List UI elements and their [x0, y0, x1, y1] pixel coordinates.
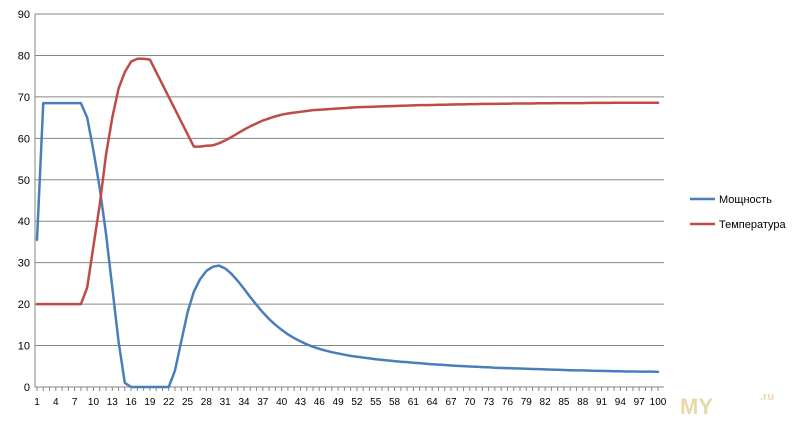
y-tick-label: 0 — [24, 382, 30, 394]
series-line — [35, 57, 660, 306]
x-tick-label: 67 — [445, 397, 457, 408]
x-tick-label: 61 — [408, 397, 420, 408]
x-tick-label: 4 — [53, 397, 59, 408]
legend: Мощность Температура — [690, 194, 787, 231]
y-tick-label: 70 — [18, 92, 30, 104]
watermark-main: MY — [680, 394, 713, 419]
x-tick-label: 40 — [276, 397, 288, 408]
x-tick-label: 73 — [483, 397, 495, 408]
x-tick-label: 7 — [72, 397, 78, 408]
x-tick-label: 25 — [182, 397, 194, 408]
x-tick-label: 100 — [650, 397, 667, 408]
series-line — [35, 101, 660, 389]
x-tick-label: 97 — [634, 397, 646, 408]
x-tick-label: 43 — [295, 397, 307, 408]
y-tick-label: 80 — [18, 50, 30, 62]
legend-label: Температура — [719, 219, 787, 231]
x-tick-label: 1 — [34, 397, 40, 408]
x-tick-label: 46 — [314, 397, 326, 408]
x-tick-label: 22 — [163, 397, 175, 408]
x-tick-label: 13 — [107, 397, 119, 408]
y-tick-label: 30 — [18, 258, 30, 270]
x-tick-label: 94 — [615, 397, 627, 408]
x-axis-tick-labels: 1 4 7 10 13 16 19 22 25 28 31 34 37 40 43 46 49 52 55 58 61 6… — [34, 397, 667, 408]
y-tick-label: 60 — [18, 133, 30, 145]
x-tick-label: 88 — [577, 397, 589, 408]
x-tick-label: 34 — [238, 397, 250, 408]
y-axis-tick-labels: 0 10 20 30 40 50 60 70 80 90 — [18, 9, 30, 394]
x-tick-label: 55 — [370, 397, 382, 408]
x-tick-label: 37 — [257, 397, 269, 408]
x-tick-label: 70 — [464, 397, 476, 408]
x-tick-label: 64 — [427, 397, 439, 408]
legend-label: Мощность — [719, 194, 772, 206]
y-tick-label: 50 — [18, 175, 30, 187]
x-tick-label: 31 — [220, 397, 232, 408]
series-lines — [35, 57, 660, 389]
x-tick-label: 10 — [88, 397, 100, 408]
x-tick-label: 58 — [389, 397, 401, 408]
y-tick-label: 10 — [18, 341, 30, 353]
x-tick-label: 76 — [502, 397, 514, 408]
x-tick-label: 28 — [201, 397, 213, 408]
y-tick-label: 20 — [18, 299, 30, 311]
watermark-suffix: .ru — [760, 391, 774, 403]
x-tick-label: 82 — [540, 397, 552, 408]
x-tick-label: 85 — [558, 397, 570, 408]
gridlines — [35, 13, 664, 347]
y-tick-label: 90 — [18, 9, 30, 21]
x-tick-label: 79 — [521, 397, 533, 408]
x-tick-label: 52 — [351, 397, 363, 408]
y-tick-label: 40 — [18, 216, 30, 228]
watermark-logo: MY .ru — [680, 391, 774, 419]
x-tick-label: 49 — [333, 397, 345, 408]
x-tick-label: 19 — [144, 397, 156, 408]
x-tick-label: 16 — [126, 397, 138, 408]
x-tick-label: 91 — [596, 397, 608, 408]
